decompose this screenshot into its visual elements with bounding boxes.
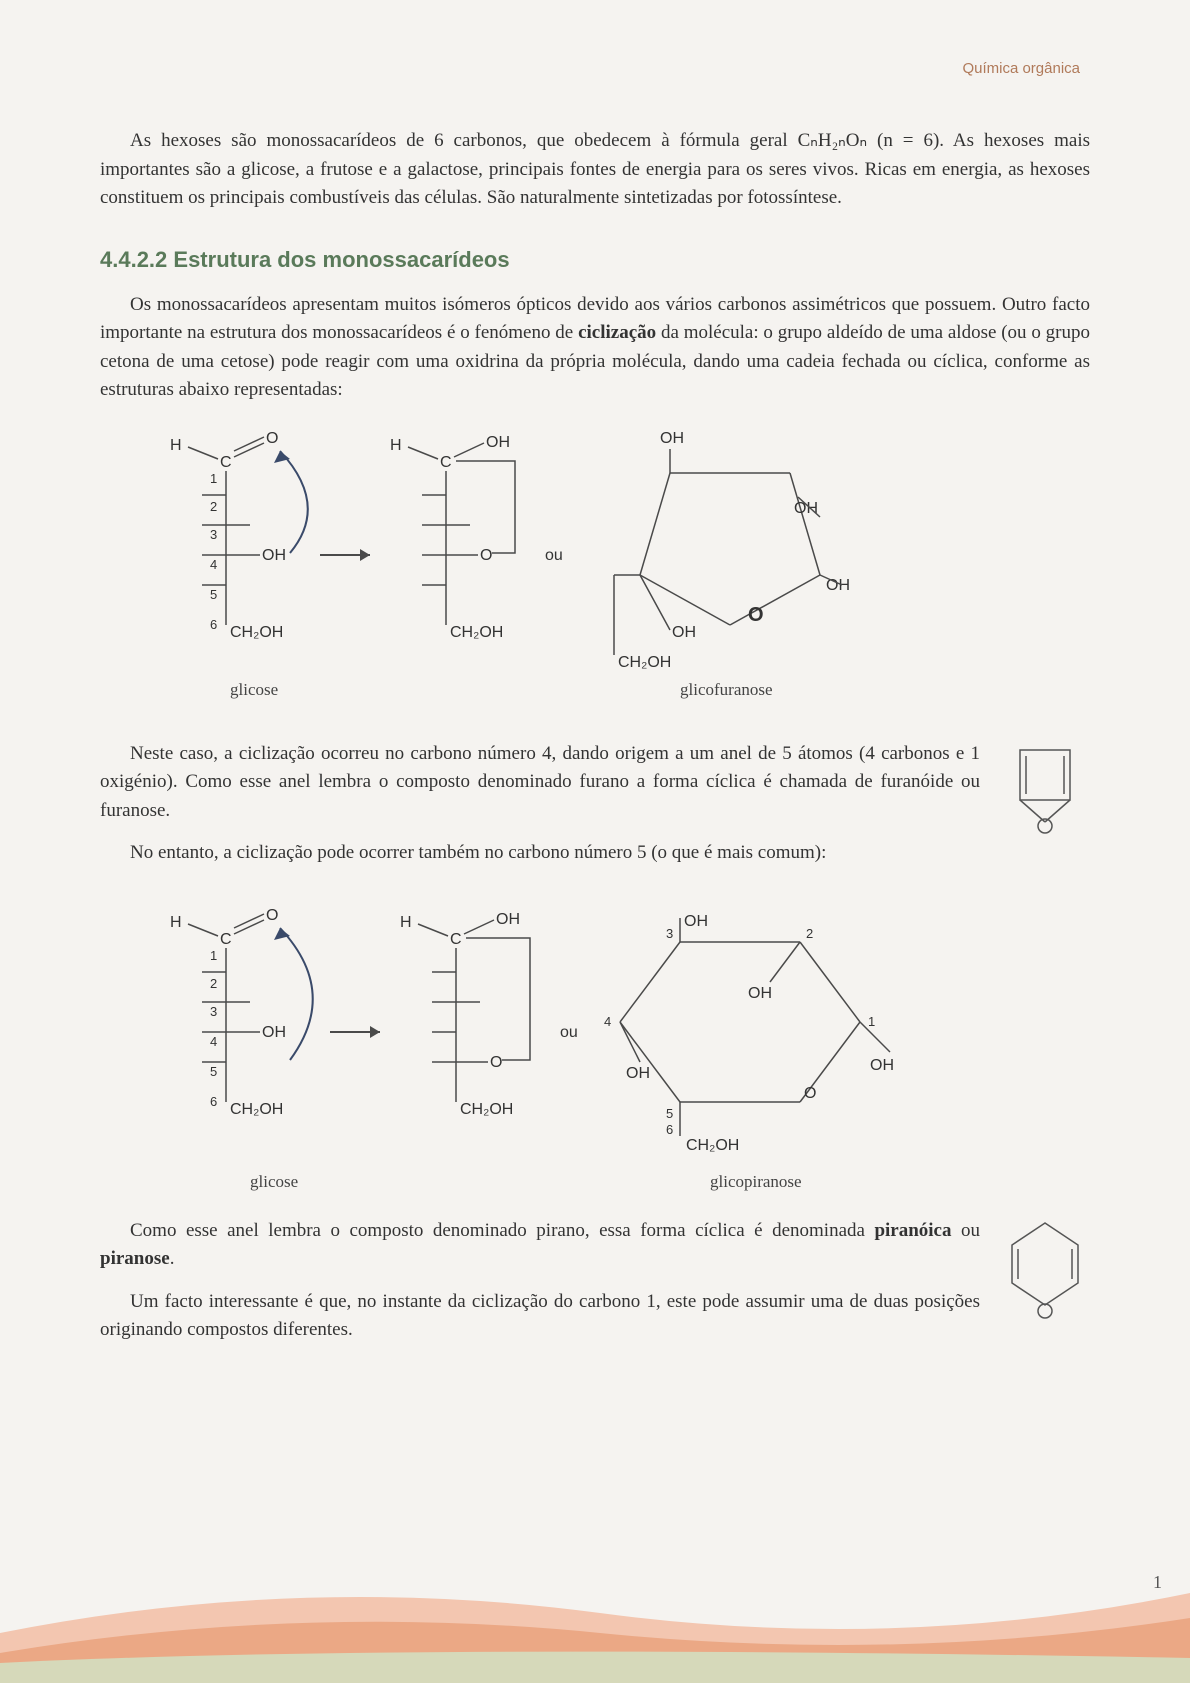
atom-h: H [390,437,402,454]
num-5: 5 [666,1106,673,1121]
atom-h: H [400,914,412,931]
atom-oh: OH [496,911,520,928]
reaction-arrow-2 [330,1026,380,1038]
num-3: 3 [210,527,217,542]
glicofuranose-caption: glicofuranose [680,680,773,699]
atom-c: C [220,454,232,471]
section-heading: 4.4.2.2 Estrutura dos monossacarídeos [100,247,1090,273]
num-5: 5 [210,587,217,602]
glucose-furanose-svg: H C O 1 2 3 4 OH [140,425,900,725]
glucose-open-chain-left: H C O 1 2 3 4 OH [170,430,308,641]
num-5: 5 [210,1064,217,1079]
atom-o: O [266,907,278,924]
num-4: 4 [604,1014,611,1029]
atom-c: C [220,931,232,948]
ring-o: O [804,1085,816,1102]
final-paragraph: Um facto interessante é que, no instante… [100,1288,1090,1345]
pyranose-bold-1: piranóica [874,1220,951,1241]
glicofuranose-ring: OH OH OH O OH CH₂O [614,430,850,671]
atom-ch2oh: CH₂OH [686,1137,739,1154]
glucose-open-chain-middle: H C OH O CH₂OH [390,434,515,641]
atom-oh: OH [660,430,684,447]
pyran-icon [1000,1217,1090,1327]
intro-paragraph: As hexoses são monossacarídeos de 6 carb… [100,127,1090,213]
cyclization-bold: ciclização [578,322,656,343]
glicose-caption-2: glicose [250,1172,298,1191]
num-2: 2 [806,926,813,941]
atom-c: C [450,931,462,948]
atom-ch2oh: CH₂OH [230,1101,283,1118]
glicopiranose-ring: 3 2 1 O 5 4 OH OH OH OH [604,913,894,1154]
num-1: 1 [868,1014,875,1029]
pyranose-bold-2: piranose [100,1248,170,1269]
atom-oh: OH [672,624,696,641]
pyranose-text-end: . [170,1248,175,1269]
atom-o: O [490,1054,502,1071]
num-6: 6 [666,1122,673,1137]
reaction-arrow-1 [320,549,370,561]
atom-oh: OH [794,500,818,517]
num-1: 1 [210,471,217,486]
cyclization-paragraph: Os monossacarídeos apresentam muitos isó… [100,291,1090,405]
atom-oh: OH [870,1057,894,1074]
glucose-pyranose-svg: H C O 1 2 3 4 OH 5 [140,902,940,1202]
ou-label-2: ou [560,1024,578,1041]
ring-o: O [748,604,764,626]
atom-ch2oh: CH₂OH [450,624,503,641]
atom-c: C [440,454,452,471]
atom-ch2oh: CH₂OH [618,654,671,671]
num-2: 2 [210,499,217,514]
ou-label-1: ou [545,547,563,564]
num-3: 3 [666,926,673,941]
num-4: 4 [210,1034,217,1049]
atom-o: O [266,430,278,447]
glucose-pyranose-diagram: H C O 1 2 3 4 OH 5 [140,902,1090,1207]
num-3: 3 [210,1004,217,1019]
glucose-open-chain-middle-2: H C OH O CH₂OH [400,911,530,1118]
atom-oh: OH [748,985,772,1002]
pyranose-name-paragraph: Como esse anel lembra o composto denomin… [100,1217,1090,1274]
num-6: 6 [210,1094,217,1109]
atom-oh: OH [486,434,510,451]
footer-wave-decoration [0,1563,1190,1683]
pyranose-text-mid: ou [952,1220,981,1241]
glucose-open-chain-left-2: H C O 1 2 3 4 OH 5 [170,907,313,1118]
atom-oh: OH [262,1024,286,1041]
header-subject: Química orgânica [100,60,1080,77]
num-1: 1 [210,948,217,963]
atom-ch2oh: CH₂OH [230,624,283,641]
atom-h: H [170,914,182,931]
atom-oh: OH [262,547,286,564]
atom-h: H [170,437,182,454]
glucose-furanose-diagram: H C O 1 2 3 4 OH [140,425,1090,730]
glicose-caption: glicose [230,680,278,699]
num-2: 2 [210,976,217,991]
atom-oh: OH [684,913,708,930]
atom-o: O [480,547,492,564]
furan-icon [1000,740,1090,840]
furanose-explain-paragraph: Neste caso, a ciclização ocorreu no carb… [100,740,1090,826]
num-6: 6 [210,617,217,632]
glicopiranose-caption: glicopiranose [710,1172,802,1191]
pyranose-text-a: Como esse anel lembra o composto denomin… [130,1220,874,1241]
pyranose-intro-paragraph: No entanto, a ciclização pode ocorrer ta… [100,839,1090,868]
atom-ch2oh: CH₂OH [460,1101,513,1118]
atom-oh: OH [626,1065,650,1082]
num-4: 4 [210,557,217,572]
